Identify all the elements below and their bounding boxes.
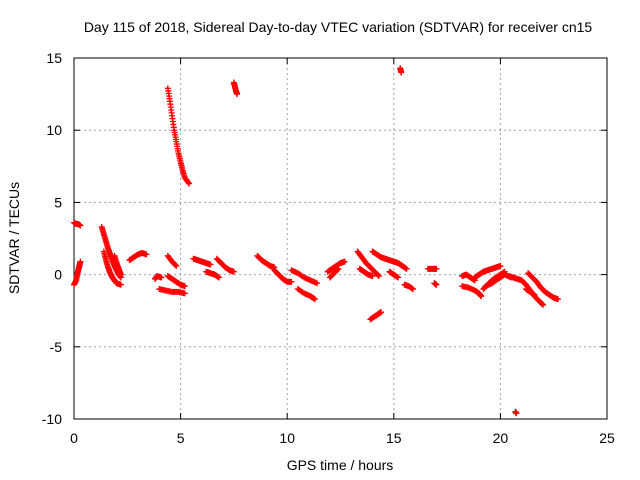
data-point — [478, 293, 485, 300]
x-tick-label: 20 — [493, 430, 509, 446]
y-tick-label: 10 — [46, 122, 62, 138]
data-point — [117, 271, 124, 278]
data-point — [207, 261, 214, 268]
data-point — [215, 274, 222, 281]
y-tick-label: -10 — [42, 411, 62, 427]
x-tick-label: 5 — [177, 430, 185, 446]
data-point — [185, 179, 192, 186]
data-point — [77, 222, 84, 229]
data-point — [172, 262, 179, 269]
data-point — [335, 265, 342, 272]
data-point — [409, 286, 416, 293]
data-point — [186, 180, 193, 187]
plot-frame — [73, 57, 608, 420]
data-point — [77, 258, 84, 265]
y-tick-label: 5 — [54, 194, 62, 210]
data-point — [311, 296, 318, 303]
data-point — [540, 301, 547, 308]
data-point — [288, 278, 295, 285]
data-point — [375, 272, 382, 279]
data-point — [369, 273, 376, 280]
data-point — [234, 91, 241, 98]
chart-title: Day 115 of 2018, Sidereal Day-to-day VTE… — [84, 19, 593, 35]
data-point — [403, 265, 410, 272]
data-point — [173, 262, 180, 269]
data-point — [117, 281, 124, 288]
data-point — [497, 262, 504, 269]
y-tick-label: 15 — [46, 50, 62, 66]
data-point — [433, 281, 440, 288]
data-point — [334, 266, 341, 273]
x-axis-label: GPS time / hours — [287, 457, 394, 473]
data-point — [395, 274, 402, 281]
data-point — [539, 301, 546, 308]
data-point — [143, 251, 150, 258]
data-point — [181, 283, 188, 290]
data-point — [158, 274, 165, 281]
x-tick-label: 0 — [70, 430, 78, 446]
y-tick-labels: -10 -5 0 5 10 15 — [42, 50, 62, 427]
data-point — [378, 309, 385, 316]
data-point — [513, 410, 520, 417]
data-point — [398, 69, 405, 76]
data-point — [433, 265, 440, 272]
data-point — [531, 291, 538, 298]
data-point — [230, 268, 237, 275]
data-point — [181, 290, 188, 297]
axis-ticks — [73, 57, 608, 420]
grid — [74, 58, 607, 419]
y-tick-label: 0 — [54, 267, 62, 283]
data-points — [71, 65, 561, 417]
data-point — [314, 280, 321, 287]
data-point — [375, 273, 382, 280]
y-tick-label: -5 — [50, 339, 63, 355]
x-tick-label: 25 — [599, 430, 615, 446]
y-axis-label: SDTVAR / TECUs — [6, 182, 22, 294]
x-tick-labels: 0 5 10 15 20 25 — [70, 430, 615, 446]
x-tick-label: 15 — [386, 430, 402, 446]
x-tick-label: 10 — [279, 430, 295, 446]
data-point — [341, 258, 348, 265]
data-point — [554, 296, 561, 303]
